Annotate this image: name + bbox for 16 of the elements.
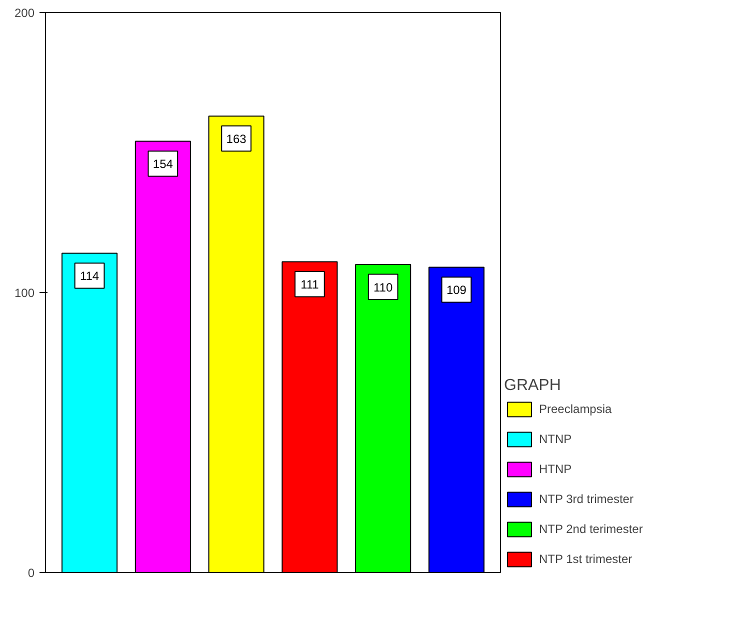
legend-label: NTNP — [539, 432, 572, 446]
y-tick-label: 200 — [14, 6, 35, 20]
legend-label: NTP 3rd trimester — [539, 492, 634, 506]
data-label: 154 — [152, 157, 174, 172]
data-label: 114 — [80, 269, 100, 284]
legend-label: NTP 2nd terimester — [539, 522, 643, 536]
data-label: 111 — [300, 278, 320, 292]
legend-label: NTP 1st trimester — [539, 552, 632, 566]
y-tick-label: 100 — [14, 286, 35, 300]
data-label: 110 — [374, 280, 393, 294]
data-label: 163 — [226, 132, 247, 146]
y-tick-label: 0 — [28, 566, 35, 580]
data-label: 109 — [446, 283, 467, 298]
legend-label: Preeclampsia — [539, 402, 612, 416]
legend-title: GRAPH — [504, 377, 562, 395]
legend-label: HTNP — [539, 462, 572, 476]
